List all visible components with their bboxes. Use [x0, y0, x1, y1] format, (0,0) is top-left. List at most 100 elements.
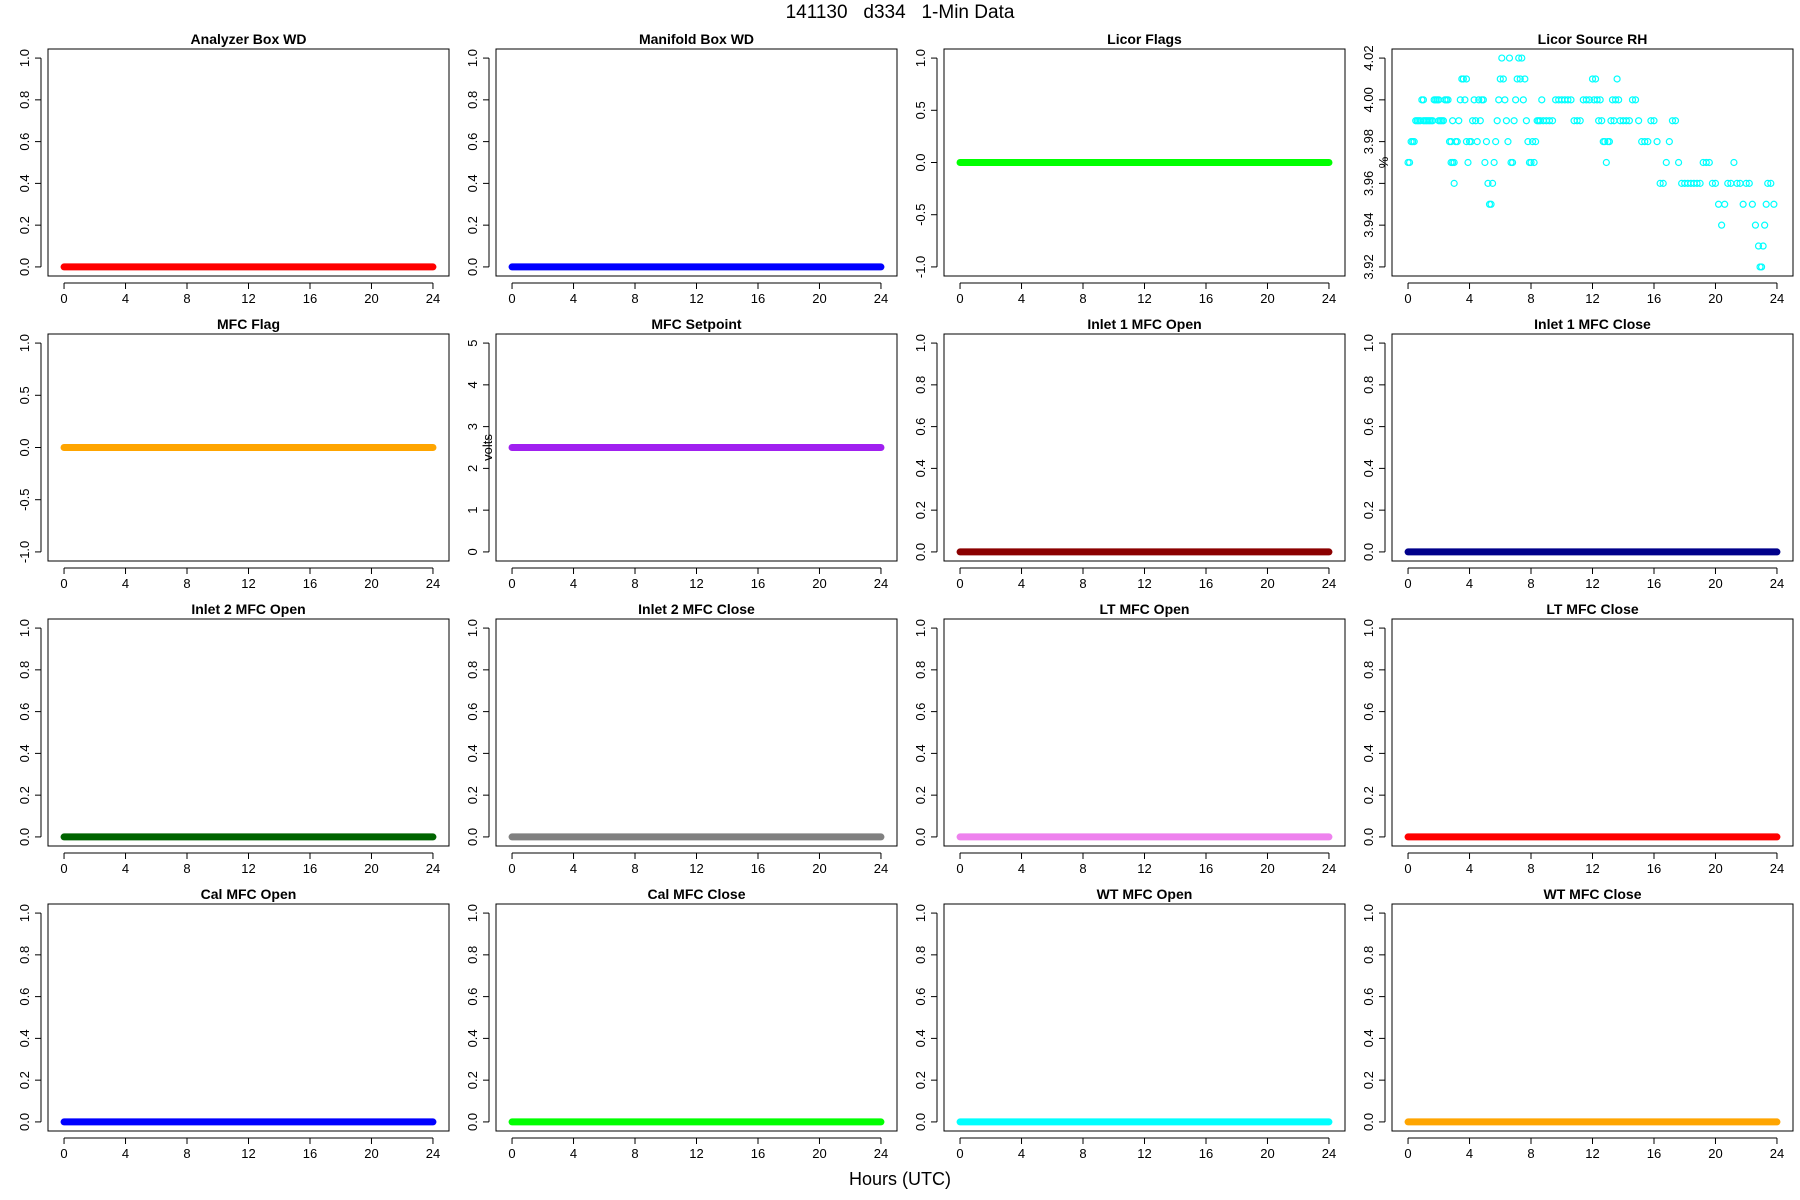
y-tick-label: 0.6 — [913, 988, 928, 1006]
plot-frame — [495, 618, 898, 847]
data-point — [1462, 75, 1471, 83]
data-point — [1724, 179, 1732, 187]
data-point — [1482, 138, 1491, 146]
plot-frame — [495, 333, 898, 562]
data-point — [1472, 117, 1480, 125]
y-tick-label: 1.0 — [17, 619, 32, 637]
y-tick-label: 0.8 — [913, 946, 928, 964]
data-point — [1521, 75, 1529, 83]
data-point — [1591, 75, 1600, 83]
x-tick-label: 24 — [874, 576, 888, 591]
data-point — [1708, 179, 1716, 187]
y-tick-label: 1.0 — [913, 904, 928, 922]
data-point — [1515, 54, 1523, 62]
x-tick-label: 16 — [1199, 1146, 1213, 1161]
panel-16: WT MFC Close 0 4 8 12 16 20 24 0.0 0.2 0.4 0.6 0.8 1.… — [1361, 886, 1794, 1161]
y-tick-label: 0.8 — [913, 376, 928, 394]
data-point — [1613, 75, 1621, 83]
y-tick-label: 0.6 — [465, 133, 480, 151]
data-point — [1674, 158, 1683, 167]
y-tick-label: 4.00 — [1361, 87, 1376, 112]
y-tick-label: 1.0 — [465, 904, 480, 922]
data-point — [1501, 96, 1509, 104]
y-tick-label: 0.6 — [465, 703, 480, 721]
y-axis-label: volts — [480, 434, 495, 461]
data-point — [1505, 54, 1514, 62]
data-point — [1596, 96, 1604, 104]
y-tick-label: 3.96 — [1361, 171, 1376, 196]
panel-title: LT MFC Close — [1546, 601, 1639, 617]
x-tick-label: 12 — [241, 291, 255, 306]
x-tick-label: 16 — [751, 1146, 765, 1161]
y-tick-label: 0.6 — [465, 988, 480, 1006]
panel-title: Cal MFC Open — [201, 886, 297, 902]
x-tick-label: 4 — [1466, 861, 1473, 876]
data-point — [1598, 117, 1606, 125]
x-tick-label: 16 — [303, 861, 317, 876]
data-point — [1653, 138, 1661, 146]
data-point — [1659, 179, 1667, 187]
data-point — [1615, 96, 1623, 104]
x-tick-label: 4 — [570, 576, 577, 591]
data-point — [1693, 179, 1701, 187]
x-tick-label: 24 — [1322, 861, 1336, 876]
panel-title: Inlet 2 MFC Close — [638, 601, 755, 617]
y-tick-label: 0.2 — [913, 501, 928, 519]
x-tick-label: 8 — [631, 576, 638, 591]
y-tick-label: 0.5 — [17, 386, 32, 404]
panel-11: LT MFC Open 0 4 8 12 16 20 24 0.0 0.2 0.4 0.6 0.8 1.0 — [913, 601, 1346, 876]
x-tick-label: 0 — [508, 861, 515, 876]
data-point — [1513, 75, 1521, 83]
data-point — [1696, 179, 1704, 187]
y-tick-label: 0.4 — [17, 174, 32, 192]
panel-14: Cal MFC Close 0 4 8 12 16 20 24 0.0 0.2 0.4 0.6 0.8 1… — [465, 886, 898, 1161]
data-point — [1739, 200, 1747, 208]
y-tick-label: 0.4 — [17, 744, 32, 762]
y-tick-label: 0.4 — [913, 744, 928, 762]
data-point — [1461, 96, 1469, 104]
data-point — [1490, 158, 1498, 167]
data-point — [1721, 200, 1729, 208]
y-tick-label: 0 — [465, 548, 480, 555]
x-tick-label: 12 — [689, 291, 703, 306]
y-tick-label: 0.8 — [465, 946, 480, 964]
y-tick-label: 0.2 — [465, 786, 480, 804]
data-point — [1641, 138, 1649, 146]
panel-title: Analyzer Box WD — [191, 31, 307, 47]
x-tick-label: 0 — [956, 576, 963, 591]
x-tick-label: 12 — [689, 861, 703, 876]
x-tick-label: 24 — [1322, 1146, 1336, 1161]
x-tick-label: 16 — [303, 1146, 317, 1161]
y-tick-label: 3 — [465, 423, 480, 430]
x-tick-label: 24 — [1770, 861, 1784, 876]
x-tick-label: 0 — [956, 1146, 963, 1161]
x-tick-label: 24 — [1770, 291, 1784, 306]
panel-title: WT MFC Close — [1544, 886, 1642, 902]
y-tick-label: 3.94 — [1361, 212, 1376, 237]
data-point — [1567, 96, 1575, 104]
x-tick-label: 4 — [122, 291, 129, 306]
plot-frame — [943, 333, 1346, 562]
y-tick-label: 0.0 — [17, 258, 32, 276]
x-tick-label: 20 — [1708, 291, 1722, 306]
x-tick-label: 0 — [1404, 576, 1411, 591]
x-tick-label: 24 — [874, 291, 888, 306]
data-point — [1751, 221, 1760, 229]
plot-frame — [47, 618, 450, 847]
y-tick-label: 0.2 — [913, 1071, 928, 1089]
data-point — [1473, 138, 1481, 146]
data-point — [1481, 158, 1489, 167]
data-point — [1662, 158, 1670, 167]
x-tick-label: 20 — [812, 861, 826, 876]
x-tick-label: 4 — [1466, 291, 1473, 306]
y-tick-label: 0.0 — [17, 438, 32, 456]
x-tick-label: 0 — [508, 291, 515, 306]
data-point — [1742, 179, 1750, 187]
y-tick-label: 0.8 — [465, 91, 480, 109]
data-point — [1419, 96, 1428, 104]
y-tick-label: 0.2 — [17, 216, 32, 234]
data-point — [1647, 117, 1655, 125]
y-tick-label: 0.2 — [465, 216, 480, 234]
panel-title: MFC Flag — [217, 316, 280, 332]
